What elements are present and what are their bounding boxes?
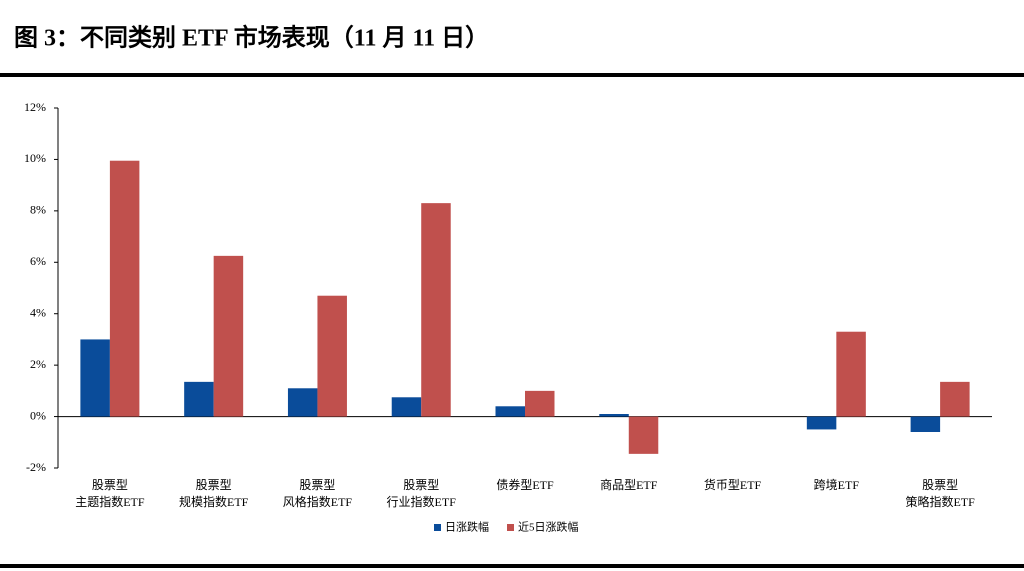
bar bbox=[391, 397, 422, 417]
bar bbox=[80, 339, 110, 417]
bar bbox=[806, 416, 837, 430]
x-tick-label: 股票型风格指数ETF bbox=[283, 478, 353, 509]
bar bbox=[836, 331, 866, 417]
bar bbox=[421, 203, 451, 417]
bar bbox=[910, 416, 941, 432]
bar bbox=[184, 381, 214, 417]
x-tick-label: 股票型主题指数ETF bbox=[75, 478, 145, 509]
legend-label: 近5日涨跌幅 bbox=[518, 520, 579, 534]
bar bbox=[525, 390, 555, 417]
y-tick-label: 6% bbox=[30, 254, 46, 268]
y-tick-label: 2% bbox=[30, 357, 46, 371]
bottom-rule bbox=[0, 564, 1024, 568]
bar bbox=[599, 414, 629, 417]
bar bbox=[109, 160, 140, 417]
y-tick-label: 12% bbox=[24, 100, 46, 114]
x-tick-label: 股票型行业指数ETF bbox=[387, 478, 457, 509]
top-rule bbox=[0, 73, 1024, 77]
legend-label: 日涨跌幅 bbox=[445, 520, 489, 534]
bar bbox=[213, 255, 244, 417]
x-tick-label: 商品型ETF bbox=[600, 477, 658, 492]
x-tick-label: 跨境ETF bbox=[814, 477, 860, 492]
legend-swatch bbox=[507, 524, 514, 531]
bar bbox=[628, 416, 659, 454]
x-tick-label: 债券型ETF bbox=[496, 477, 554, 492]
chart-title: 图 3：不同类别 ETF 市场表现（11 月 11 日） bbox=[14, 24, 489, 52]
y-tick-label: 8% bbox=[30, 203, 46, 217]
y-tick-label: 4% bbox=[30, 305, 46, 319]
bar bbox=[287, 388, 318, 417]
bar bbox=[495, 406, 525, 417]
x-tick-label: 货币型ETF bbox=[704, 477, 762, 492]
bar bbox=[317, 295, 347, 417]
x-tick-label: 股票型规模指数ETF bbox=[179, 478, 249, 509]
y-tick-label: 0% bbox=[30, 408, 46, 422]
bar bbox=[940, 381, 970, 417]
y-tick-label: 10% bbox=[24, 151, 46, 165]
y-tick-label: -2% bbox=[26, 460, 46, 474]
legend-swatch bbox=[434, 524, 441, 531]
x-tick-label: 股票型策略指数ETF bbox=[905, 478, 975, 509]
